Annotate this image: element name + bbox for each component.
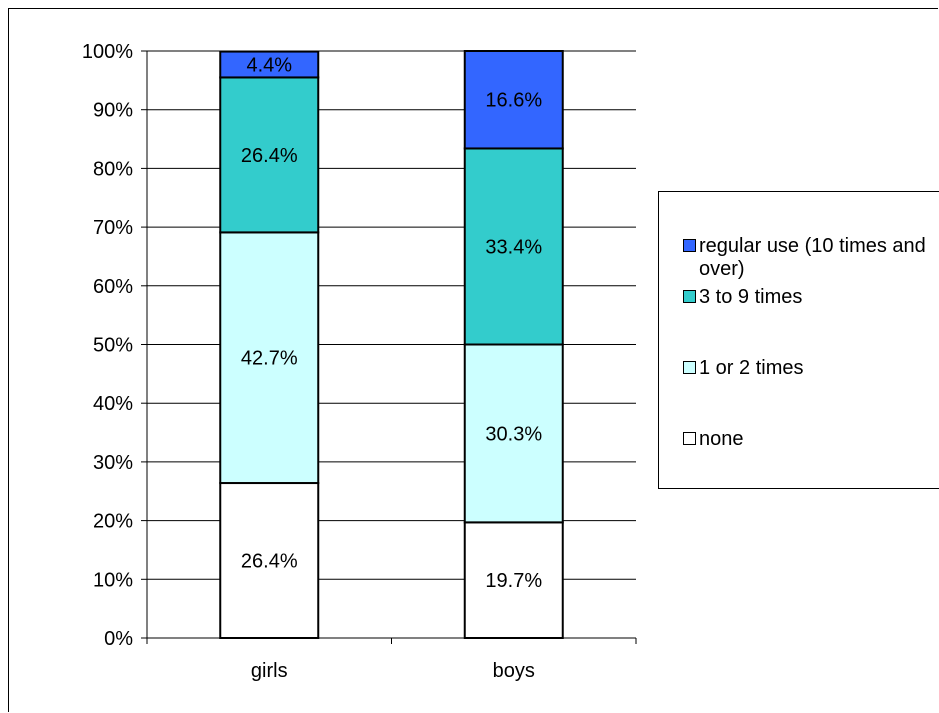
legend-swatch-1-or-2-times	[683, 361, 696, 374]
legend-label-none: none	[699, 428, 744, 450]
legend-item-3-to-9-times: 3 to 9 times	[683, 286, 939, 309]
bar-segment	[463, 343, 564, 524]
y-tick-label: 90%	[93, 100, 133, 122]
y-tick-label: 80%	[93, 158, 133, 180]
data-label: 26.4%	[241, 551, 298, 573]
data-label: 26.4%	[241, 145, 298, 167]
legend-label-regular-use: regular use (10 times and over)	[699, 235, 926, 280]
y-tick-label: 100%	[82, 41, 133, 63]
data-labels: 26.4% 42.7% 26.4% 4.4% 19.7% 30.3% 33.4% 16.6%	[241, 55, 542, 593]
y-tick-label: 0%	[104, 628, 133, 650]
x-tick-label: girls	[251, 660, 288, 682]
bar-segment	[219, 76, 320, 234]
legend-swatch-none	[683, 432, 696, 445]
y-tick-label: 20%	[93, 511, 133, 533]
legend: regular use (10 times and over) 3 to 9 t…	[658, 191, 939, 489]
chart-frame	[8, 8, 938, 712]
data-label: 16.6%	[485, 90, 542, 112]
data-label: 30.3%	[485, 423, 542, 445]
data-label: 42.7%	[241, 348, 298, 370]
y-tick-label: 70%	[93, 217, 133, 239]
bar-segment	[219, 50, 320, 79]
x-tick-label: boys	[493, 660, 535, 682]
data-label: 4.4%	[246, 55, 292, 77]
bar-segment	[463, 50, 564, 150]
bars	[219, 50, 564, 640]
legend-label-3-to-9-times: 3 to 9 times	[699, 286, 803, 308]
legend-item-1-or-2-times: 1 or 2 times	[683, 357, 939, 380]
y-tick-label: 10%	[93, 569, 133, 591]
y-tick-label: 60%	[93, 276, 133, 298]
bar-segment	[463, 147, 564, 346]
bar-segment	[219, 231, 320, 485]
legend-swatch-3-to-9-times	[683, 290, 696, 303]
bar-segment	[463, 521, 564, 640]
y-tick-label: 30%	[93, 452, 133, 474]
legend-swatch-regular-use	[683, 239, 696, 252]
bar-segment	[219, 482, 320, 640]
legend-item-none: none	[683, 428, 939, 451]
data-label: 19.7%	[485, 570, 542, 592]
legend-item-regular-use: regular use (10 times and over)	[683, 235, 939, 281]
y-tick-label: 40%	[93, 393, 133, 415]
axes: 0% 10% 20% 30% 40% 50% 60% 70% 80% 90% 100% girls bo…	[82, 41, 637, 682]
y-tick-label: 50%	[93, 335, 133, 357]
data-label: 33.4%	[485, 236, 542, 258]
legend-label-1-or-2-times: 1 or 2 times	[699, 357, 804, 379]
